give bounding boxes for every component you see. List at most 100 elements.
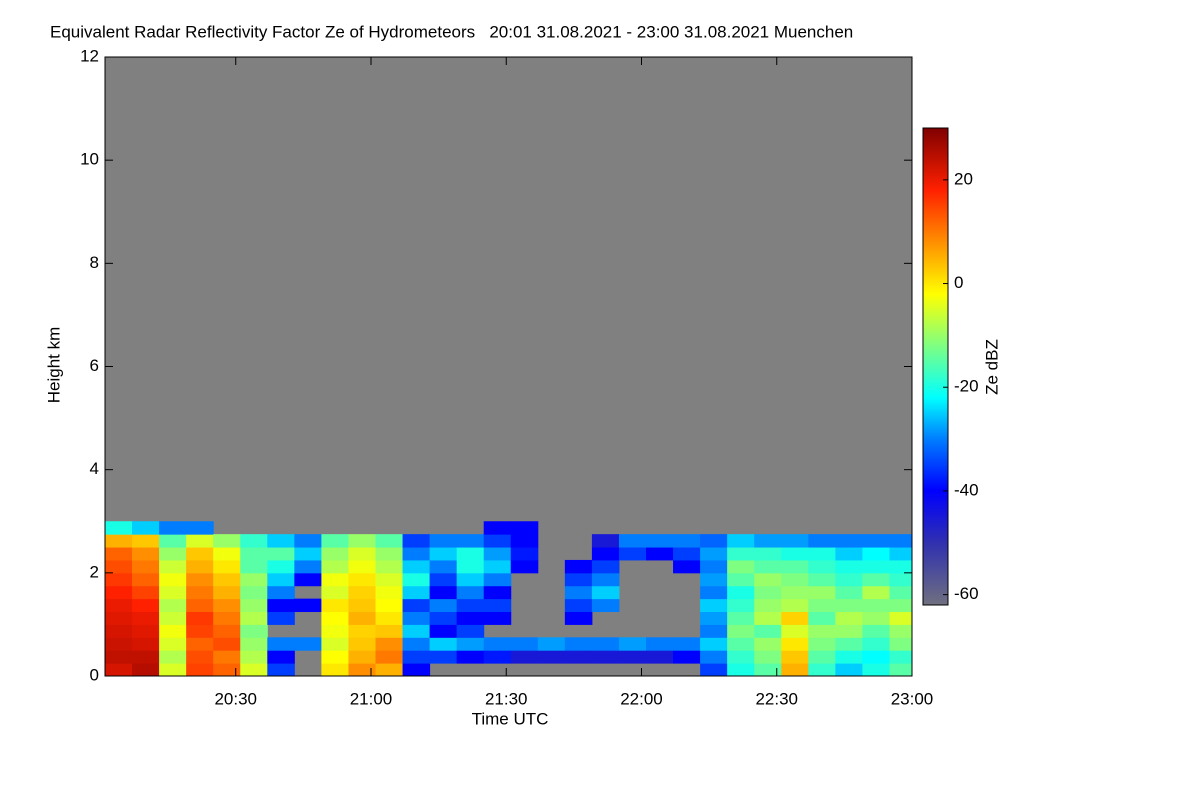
cell (186, 624, 214, 638)
cell (321, 637, 349, 651)
cell (429, 585, 458, 600)
cell (754, 572, 782, 587)
cell (105, 534, 133, 548)
cell (402, 559, 431, 574)
cell (375, 611, 404, 625)
cell (375, 572, 404, 587)
cell (781, 637, 809, 651)
cell (186, 650, 214, 664)
cell (159, 611, 187, 625)
cell (321, 663, 349, 676)
cell (132, 559, 160, 574)
cell (240, 637, 268, 651)
cell (294, 637, 322, 651)
cell (483, 650, 512, 664)
cell (375, 559, 404, 574)
cell (186, 534, 214, 548)
y-tick-label: 8 (90, 253, 99, 272)
cell (564, 637, 593, 651)
cell (105, 650, 133, 664)
cell (618, 650, 647, 664)
cell (808, 572, 836, 587)
cell (483, 521, 512, 535)
cell (429, 637, 458, 651)
cell (267, 637, 295, 651)
cell (105, 521, 133, 535)
cell (240, 598, 268, 613)
cell (754, 650, 782, 664)
x-tick-label: 21:30 (485, 689, 528, 708)
cell (618, 547, 647, 561)
cell (564, 559, 593, 574)
cell (375, 624, 404, 638)
colorbar-tick-label: 0 (954, 273, 963, 292)
cell (591, 547, 620, 561)
cell (808, 547, 836, 561)
cell (348, 559, 377, 574)
cell (348, 611, 377, 625)
cell (781, 598, 809, 613)
cell (781, 585, 809, 600)
cell (213, 598, 241, 613)
cell (186, 611, 214, 625)
cell (673, 547, 701, 561)
cell (294, 547, 322, 561)
cell (835, 547, 863, 561)
cell (889, 585, 912, 600)
cell (889, 637, 912, 651)
cell (105, 637, 133, 651)
cell (348, 663, 377, 676)
cell (159, 559, 187, 574)
cell (267, 650, 295, 664)
cell (348, 585, 377, 600)
cell (700, 547, 728, 561)
cell (835, 534, 863, 548)
cell (808, 637, 836, 651)
cell (456, 611, 485, 625)
cell (159, 572, 187, 587)
cell (348, 624, 377, 638)
cell (564, 585, 593, 600)
cell (700, 559, 728, 574)
cell (781, 611, 809, 625)
cell (700, 598, 728, 613)
cell (889, 624, 912, 638)
cell (402, 637, 431, 651)
cell (213, 572, 241, 587)
cell (321, 650, 349, 664)
cell (429, 598, 458, 613)
cell (564, 611, 593, 625)
cell (375, 637, 404, 651)
cell (591, 559, 620, 574)
cell (835, 611, 863, 625)
cell (862, 559, 890, 574)
cell (186, 663, 214, 676)
cell (132, 534, 160, 548)
cell (240, 611, 268, 625)
cell (159, 547, 187, 561)
cell (294, 572, 322, 587)
cell (429, 559, 458, 574)
cell (808, 585, 836, 600)
cell (159, 663, 187, 676)
cell (348, 572, 377, 587)
cell (646, 650, 674, 664)
cell (591, 650, 620, 664)
cell (105, 663, 133, 676)
cell (240, 572, 268, 587)
cell (456, 559, 485, 574)
cell (483, 611, 512, 625)
cell (835, 585, 863, 600)
cell (537, 637, 566, 651)
cell (862, 650, 890, 664)
cell (862, 611, 890, 625)
cell (889, 663, 912, 676)
cell (348, 598, 377, 613)
cell (781, 663, 809, 676)
cell (781, 624, 809, 638)
cell (159, 650, 187, 664)
cell (402, 598, 431, 613)
cell (591, 534, 620, 548)
cell (402, 650, 431, 664)
cell (727, 585, 755, 600)
